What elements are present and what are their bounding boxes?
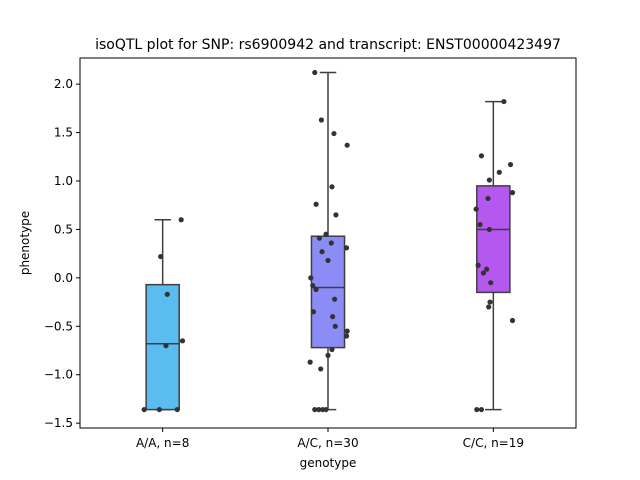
x-tick-label: A/C, n=30 bbox=[297, 436, 358, 450]
data-point bbox=[486, 304, 492, 310]
data-point bbox=[328, 240, 334, 246]
data-point bbox=[486, 177, 492, 183]
data-point bbox=[323, 406, 329, 413]
data-point bbox=[473, 206, 479, 212]
data-point bbox=[343, 245, 350, 251]
data-point bbox=[179, 338, 186, 344]
x-axis: A/A, n=8 A/C, n=30 C/C, n=19 bbox=[136, 428, 524, 450]
data-point bbox=[343, 333, 350, 339]
data-point bbox=[331, 130, 337, 137]
axes-frame bbox=[79, 57, 577, 429]
data-point bbox=[487, 299, 493, 305]
data-point bbox=[485, 195, 491, 202]
data-point bbox=[330, 314, 336, 320]
x-axis-label: genotype bbox=[300, 456, 357, 470]
data-point bbox=[310, 283, 316, 289]
x-tick-label: C/C, n=19 bbox=[463, 436, 524, 450]
y-tick-label: −1.5 bbox=[44, 416, 73, 430]
data-point bbox=[478, 406, 485, 413]
y-tick-label: 0.5 bbox=[54, 222, 73, 236]
x-tick-label: A/A, n=8 bbox=[136, 436, 189, 450]
data-point bbox=[156, 406, 162, 413]
data-point bbox=[316, 406, 322, 413]
data-point bbox=[344, 328, 350, 334]
data-point bbox=[319, 249, 325, 255]
chart-title: isoQTL plot for SNP: rs6900942 and trans… bbox=[95, 37, 561, 53]
data-point bbox=[141, 406, 147, 413]
data-point bbox=[307, 359, 313, 365]
data-point bbox=[501, 98, 507, 105]
data-point bbox=[480, 270, 487, 276]
y-tick-label: 2.0 bbox=[54, 77, 73, 91]
data-point bbox=[329, 346, 335, 353]
box-3 bbox=[476, 185, 511, 294]
data-point bbox=[475, 262, 481, 268]
data-point bbox=[318, 117, 324, 123]
data-point bbox=[332, 296, 338, 302]
data-point bbox=[478, 153, 485, 159]
y-axis-label: phenotype bbox=[18, 211, 32, 275]
data-point bbox=[344, 142, 350, 148]
y-tick-label: −1.0 bbox=[44, 368, 73, 382]
data-point bbox=[312, 69, 318, 76]
data-point bbox=[310, 309, 317, 315]
data-point bbox=[325, 352, 331, 358]
data-point bbox=[158, 253, 164, 260]
data-point bbox=[477, 221, 483, 228]
data-point bbox=[329, 184, 335, 190]
data-point bbox=[507, 161, 514, 168]
data-point bbox=[323, 231, 329, 237]
y-tick-label: 1.5 bbox=[54, 126, 73, 140]
data-point bbox=[496, 169, 502, 175]
data-point bbox=[325, 257, 331, 264]
data-point bbox=[333, 212, 339, 218]
data-point bbox=[316, 235, 323, 241]
data-point bbox=[509, 190, 516, 196]
data-point bbox=[509, 317, 516, 324]
data-point bbox=[484, 266, 490, 272]
data-point bbox=[486, 226, 492, 233]
y-axis: −1.5 −1.0 −0.5 0.0 0.5 1.0 1.5 2.0 bbox=[44, 77, 80, 430]
data-point bbox=[313, 201, 319, 207]
y-tick-label: 1.0 bbox=[54, 174, 73, 188]
data-point bbox=[163, 343, 169, 349]
data-point bbox=[488, 280, 494, 286]
y-tick-label: −0.5 bbox=[44, 319, 73, 333]
data-point bbox=[313, 286, 319, 293]
data-point bbox=[308, 275, 314, 281]
data-point bbox=[174, 406, 180, 413]
plot-area bbox=[141, 69, 516, 413]
data-point bbox=[318, 366, 324, 372]
box-1 bbox=[145, 283, 180, 411]
data-point bbox=[164, 291, 170, 297]
data-point bbox=[178, 217, 184, 223]
data-point bbox=[312, 406, 318, 413]
data-point bbox=[332, 323, 338, 329]
y-tick-label: 0.0 bbox=[54, 271, 73, 285]
data-point bbox=[474, 406, 480, 413]
